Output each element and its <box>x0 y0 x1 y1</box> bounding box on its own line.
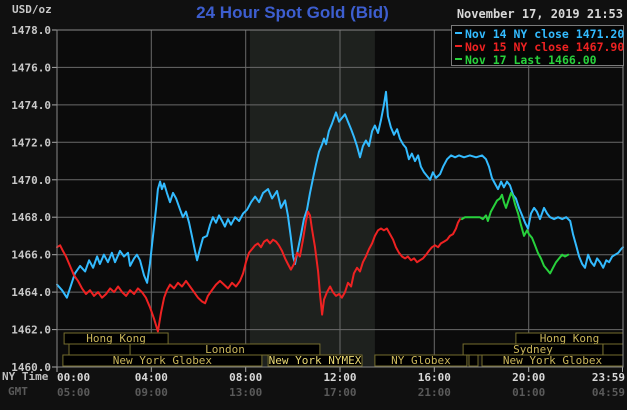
session-label: London <box>205 343 245 356</box>
session-label: Sydney <box>513 343 553 356</box>
x-tick-label-gmt: 04:59 <box>592 386 625 399</box>
shaded-band <box>249 30 375 367</box>
x-tick-label-ny: 00:00 <box>57 371 90 384</box>
y-tick-label: 1464.0 <box>11 286 51 299</box>
x-tick-label-gmt: 13:00 <box>229 386 262 399</box>
legend-label: Nov 15 NY close <box>465 40 569 54</box>
price-line-nov-17 <box>460 191 570 275</box>
legend-label: Nov 14 NY close <box>465 27 569 41</box>
x-tick-label-gmt: 05:00 <box>57 386 90 399</box>
legend-box: Nov 14 NY close 1471.20 Nov 15 NY close … <box>451 25 625 67</box>
x-tick-label-gmt: 21:00 <box>418 386 451 399</box>
x-tick-label-ny: 08:00 <box>229 371 262 384</box>
session-box <box>468 354 479 367</box>
y-axis-units-label: USD/oz <box>12 3 52 16</box>
y-tick-label: 1470.0 <box>11 174 51 187</box>
nov17-line-swatch-icon <box>455 58 462 60</box>
gmt-axis-label: GMT <box>8 385 28 398</box>
session-box-ny-globex <box>374 354 468 367</box>
session-box-new-york-nymex <box>267 354 363 367</box>
nov15-line-swatch-icon <box>455 45 462 47</box>
x-tick-label-gmt: 09:00 <box>135 386 168 399</box>
page-title: 24 Hour Spot Gold (Bid) <box>196 3 389 22</box>
y-tick-label: 1472.0 <box>11 136 51 149</box>
y-tick-label: 1468.0 <box>11 211 51 224</box>
session-label: Hong Kong <box>540 332 600 345</box>
legend-value: 1467.90 <box>575 40 625 54</box>
timestamp: November 17, 2019 21:53 <box>456 7 623 21</box>
session-label: Hong Kong <box>86 332 146 345</box>
legend-item-nov15: Nov 15 NY close 1467.90 <box>454 40 625 54</box>
y-tick-label: 1460.0 <box>11 361 51 374</box>
legend-item-nov14: Nov 14 NY close 1471.20 <box>454 27 625 41</box>
y-tick-label: 1466.0 <box>11 249 51 262</box>
session-label: NY Globex <box>391 354 451 367</box>
legend-item-nov17: Nov 17 Last 1466.00 <box>454 53 623 67</box>
x-tick-label-gmt: 17:00 <box>323 386 356 399</box>
x-tick-label-ny: 04:00 <box>135 371 168 384</box>
x-tick-label-ny: 12:00 <box>323 371 356 384</box>
price-line-nov-15 <box>56 210 461 333</box>
x-tick-label-ny: 23:59 <box>592 371 625 384</box>
y-tick-label: 1478.0 <box>11 24 51 37</box>
x-tick-label-gmt: 01:00 <box>512 386 545 399</box>
session-box-new-york-globex <box>62 354 263 367</box>
legend-value: 1466.00 <box>548 53 597 67</box>
y-tick-label: 1474.0 <box>11 99 51 112</box>
x-tick-label-ny: 20:00 <box>512 371 545 384</box>
x-tick-label-ny: 16:00 <box>418 371 451 384</box>
session-label: New York Globex <box>113 354 213 367</box>
session-label: New York NYMEX <box>269 354 362 367</box>
session-label: New York Globex <box>503 354 603 367</box>
plot-border <box>56 29 624 368</box>
price-line-nov-14 <box>56 90 624 299</box>
legend-value: 1471.20 <box>575 27 625 41</box>
session-box <box>602 343 624 356</box>
nov14-line-swatch-icon <box>455 32 462 34</box>
y-tick-label: 1476.0 <box>11 61 51 74</box>
ny-time-axis-label: NY Time <box>2 370 49 383</box>
legend-label: Nov 17 Last <box>465 53 542 67</box>
y-tick-label: 1462.0 <box>11 324 51 337</box>
